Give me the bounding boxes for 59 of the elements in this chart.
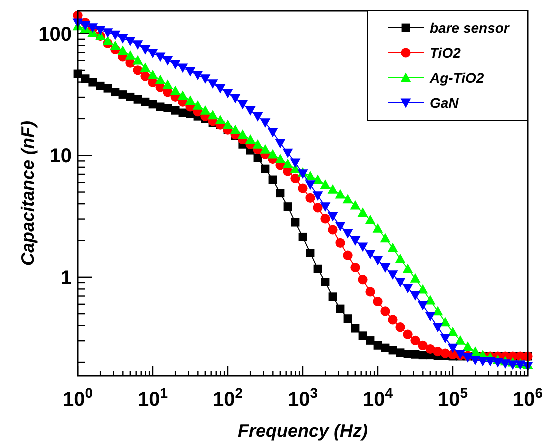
point <box>358 275 368 285</box>
point <box>313 203 323 213</box>
point <box>284 202 292 211</box>
point <box>328 225 338 235</box>
point <box>81 74 90 84</box>
point <box>306 249 315 258</box>
point <box>366 336 375 345</box>
point <box>328 292 338 302</box>
point <box>320 214 330 224</box>
point <box>261 164 270 174</box>
point <box>410 336 420 346</box>
y-axis-title: Capacitance (nF) <box>18 120 38 266</box>
point <box>111 88 120 97</box>
x-tick-label: 10$^{2}$ <box>212 385 244 411</box>
x-axis-title: Frequency (Hz) <box>238 421 368 441</box>
legend-label: GaN <box>430 95 460 111</box>
legend-label: Ag-TiO2 <box>429 70 484 86</box>
x-tick-label: 10$^{1}$ <box>138 385 168 411</box>
point <box>88 78 98 87</box>
y-tick-label: 1 <box>60 267 72 290</box>
point <box>291 218 300 227</box>
y-tick-label: 100 <box>38 24 72 46</box>
point <box>336 238 346 248</box>
point <box>96 82 105 90</box>
point <box>358 332 368 340</box>
point <box>366 287 376 297</box>
point <box>426 344 436 354</box>
point <box>298 184 308 194</box>
point <box>298 232 308 242</box>
point <box>133 66 143 76</box>
point <box>314 264 322 274</box>
point <box>140 72 150 82</box>
x-tick-label: 10$^{3}$ <box>288 385 318 411</box>
point <box>403 330 413 340</box>
point <box>374 341 382 350</box>
point <box>344 314 352 324</box>
point <box>290 174 300 184</box>
point <box>351 324 360 333</box>
point <box>418 340 428 350</box>
point <box>388 315 398 325</box>
x-tick-label: 10$^{4}$ <box>362 385 394 411</box>
point <box>373 296 383 307</box>
point <box>254 154 262 162</box>
x-tick-label: 10$^{0}$ <box>62 385 94 411</box>
legend-label: TiO2 <box>430 45 462 61</box>
point <box>350 262 360 273</box>
y-tick-label: 10 <box>50 146 72 168</box>
point <box>380 306 390 316</box>
legend-label: bare sensor <box>430 20 511 36</box>
x-tick-label: 10$^{5}$ <box>438 385 468 411</box>
point <box>104 84 112 93</box>
point <box>336 304 345 314</box>
point <box>321 278 330 286</box>
point <box>268 176 278 184</box>
point <box>276 189 285 198</box>
point <box>396 322 406 332</box>
point <box>306 193 316 204</box>
point <box>343 250 353 260</box>
x-tick-label: 10$^{6}$ <box>512 385 544 411</box>
